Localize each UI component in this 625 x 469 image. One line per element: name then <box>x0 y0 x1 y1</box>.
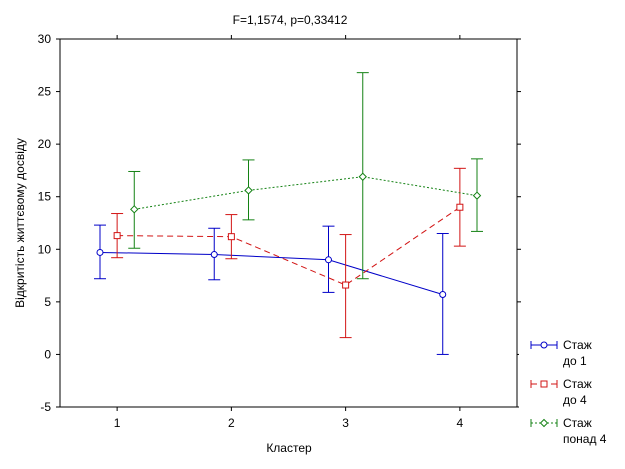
x-tick-label: 2 <box>228 416 235 430</box>
y-tick-label: -5 <box>40 400 51 414</box>
data-point <box>227 233 235 241</box>
data-point <box>244 186 253 195</box>
series-2 <box>111 167 466 339</box>
data-point <box>358 172 367 181</box>
series-1 <box>93 224 449 355</box>
legend-label: Стаж <box>563 338 592 352</box>
legend-item-3: Стаж понад 4 <box>530 416 607 446</box>
x-tick-label: 1 <box>114 416 121 430</box>
y-axis: -5 0 5 10 15 20 25 30 <box>38 32 521 414</box>
legend-label: понад 4 <box>563 432 607 446</box>
y-tick-label: 25 <box>38 85 52 99</box>
chart-title: F=1,1574, p=0,33412 <box>233 13 348 27</box>
y-tick-label: 10 <box>38 242 52 256</box>
series-line <box>99 251 443 295</box>
data-point <box>324 256 332 264</box>
legend-marker <box>540 341 548 349</box>
x-axis-label: Кластер <box>266 441 312 455</box>
data-point <box>472 191 482 200</box>
legend-marker <box>539 418 549 428</box>
series-3 <box>128 72 484 280</box>
legend-label: Стаж <box>563 377 592 391</box>
data-point <box>342 281 350 289</box>
legend-marker <box>540 380 548 388</box>
data-point <box>130 205 139 214</box>
y-tick-label: 5 <box>44 295 51 309</box>
data-point <box>96 248 104 256</box>
legend-label: до 4 <box>563 393 587 407</box>
y-tick-label: 15 <box>38 190 52 204</box>
series-line <box>134 176 478 210</box>
series-layer <box>93 72 484 355</box>
data-point <box>113 232 121 240</box>
x-axis: 1 2 3 4 <box>114 35 464 430</box>
legend-items: Стаж до 1 Стаж до 4 Стаж понад 4 <box>530 338 607 446</box>
y-tick-label: 20 <box>38 137 52 151</box>
x-tick-label: 4 <box>457 416 464 430</box>
y-tick-label: 30 <box>38 32 52 46</box>
plot-area <box>59 38 518 408</box>
y-tick-label: 0 <box>44 347 51 361</box>
y-axis-label: Відкритість життєвому досвіду <box>13 138 27 308</box>
legend-item-2: Стаж до 4 <box>530 377 592 407</box>
legend-item-1: Стаж до 1 <box>530 338 592 368</box>
legend <box>519 331 622 444</box>
x-tick-label: 3 <box>342 416 349 430</box>
legend-label: до 1 <box>563 354 587 368</box>
data-point <box>210 251 218 259</box>
data-point <box>439 290 447 298</box>
data-point <box>456 203 464 211</box>
legend-label: Стаж <box>563 416 592 430</box>
